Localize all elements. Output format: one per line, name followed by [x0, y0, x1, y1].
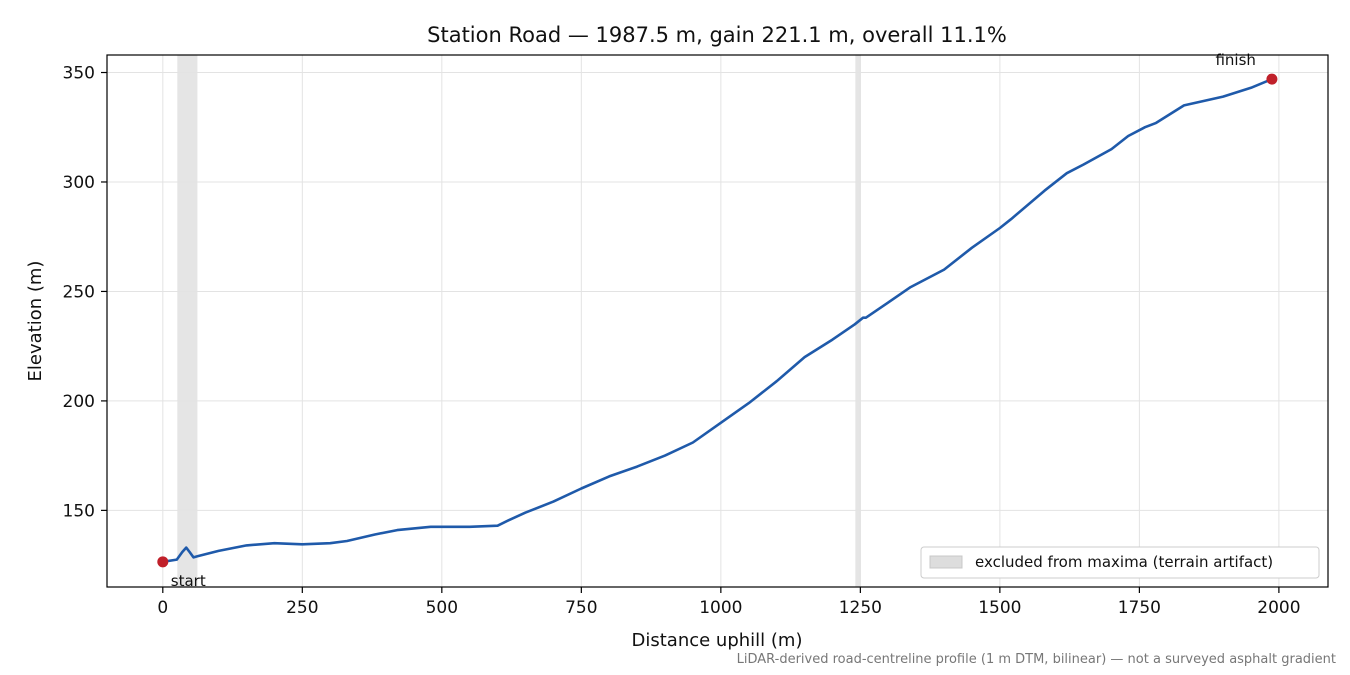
x-tick-label: 1000	[699, 598, 742, 618]
footnote: LiDAR-derived road-centreline profile (1…	[736, 652, 1336, 667]
x-tick-label: 250	[286, 598, 318, 618]
x-tick-label: 1250	[839, 598, 882, 618]
excluded-regions	[177, 55, 861, 587]
finish-point	[1266, 73, 1278, 85]
y-tick-label: 300	[63, 173, 95, 193]
elevation-line-0	[161, 77, 1274, 564]
x-tick-label: 1750	[1118, 598, 1161, 618]
chart-title: Station Road — 1987.5 m, gain 221.1 m, o…	[427, 23, 1007, 47]
series-layer	[161, 77, 1274, 564]
start-point	[157, 556, 169, 568]
plot-area-frame	[106, 54, 1329, 588]
y-tick-label: 150	[63, 501, 95, 521]
y-tick-label: 250	[63, 282, 95, 302]
x-tick-label: 750	[565, 598, 597, 618]
y-tick-label: 200	[63, 392, 95, 412]
legend-label-excluded: excluded from maxima (terrain artifact)	[975, 553, 1273, 571]
finish-label: finish	[1215, 51, 1255, 69]
axis-ticks: 0 250 500 750 1000 1250 1500 1750 2000 150 200 250 3…	[63, 64, 1301, 618]
x-tick-label: 2000	[1257, 598, 1300, 618]
endpoint-markers: start finish	[157, 51, 1278, 590]
legend-swatch-excluded	[929, 555, 963, 569]
x-tick-label: 0	[157, 598, 168, 618]
excluded-region-0	[177, 55, 198, 587]
legend: excluded from maxima (terrain artifact)	[920, 546, 1320, 579]
x-tick-label: 500	[426, 598, 458, 618]
x-tick-label: 1500	[978, 598, 1021, 618]
y-tick-label: 350	[63, 64, 95, 84]
start-label: start	[171, 572, 206, 590]
x-axis-label: Distance uphill (m)	[632, 630, 803, 651]
gridlines	[107, 55, 1328, 587]
legend-box	[920, 546, 1320, 579]
y-axis-label: Elevation (m)	[25, 261, 46, 382]
